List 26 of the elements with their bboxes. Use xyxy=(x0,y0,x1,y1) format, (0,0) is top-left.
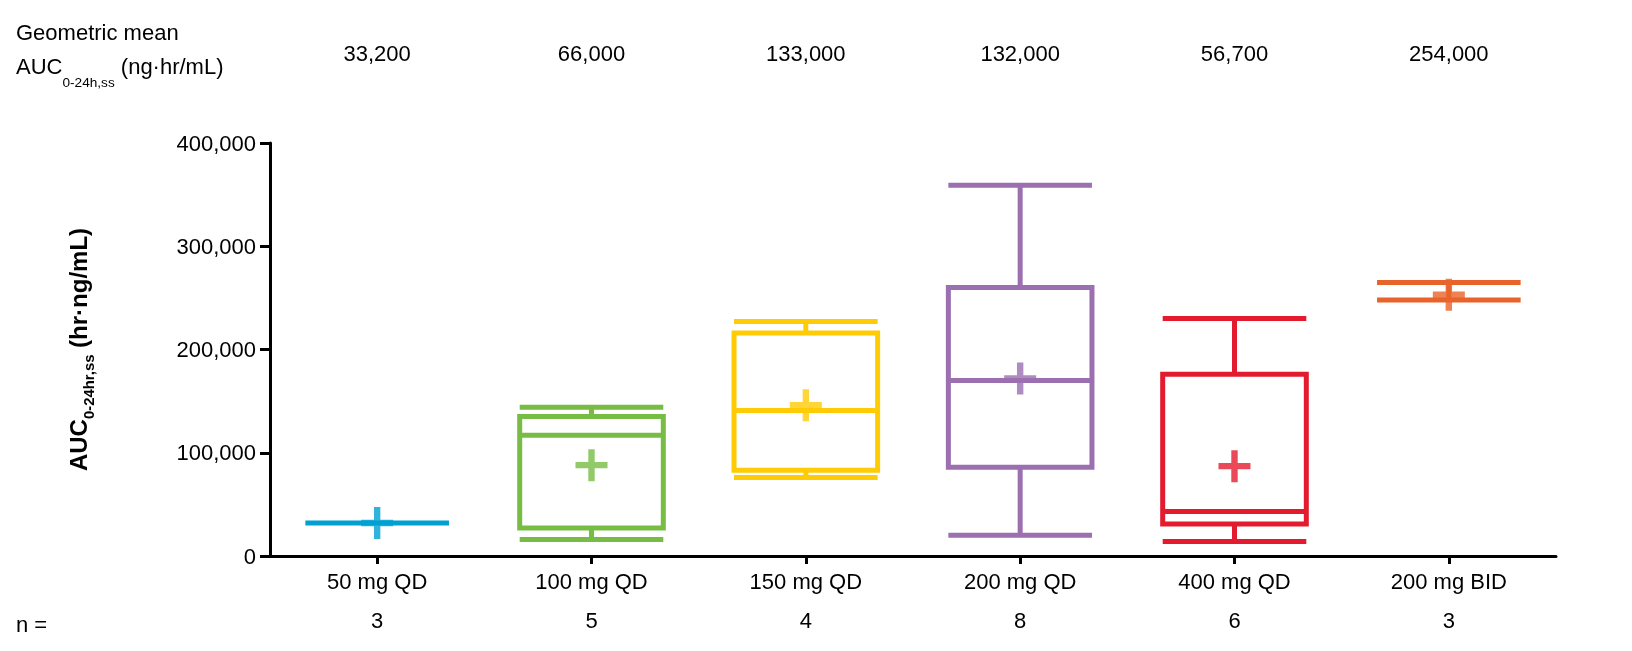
text: 8 xyxy=(1014,607,1027,633)
text: n = xyxy=(16,611,48,637)
text: Geometric mean AUC0-24h,ss (ng·hr/mL) xyxy=(16,19,224,90)
text: 3 xyxy=(371,607,384,633)
text: 66,000 xyxy=(557,40,626,66)
x-tick-label: 150 mg QD xyxy=(749,568,863,594)
text: 132,000 xyxy=(980,40,1060,66)
text: 5 xyxy=(585,607,598,633)
text: 33,200 xyxy=(343,40,411,66)
y-tick-label: 200,000 xyxy=(176,337,256,362)
y-tick-label: 400,000 xyxy=(176,130,256,156)
text: 6 xyxy=(1228,607,1241,633)
y-tick-label: 100,000 xyxy=(176,440,256,466)
y-tick-label: 0 xyxy=(243,543,256,569)
text: 254,000 xyxy=(1409,40,1489,66)
x-tick-label: 400 mg QD xyxy=(1178,568,1291,594)
x-tick-label: 200 mg BID xyxy=(1390,568,1507,594)
y-axis-title: AUC0-24hr,ss (hr·ng/mL) xyxy=(64,227,97,472)
x-tick-label: 50 mg QD xyxy=(327,568,428,594)
x-tick-label: 200 mg QD xyxy=(963,568,1077,594)
x-tick-label: 100 mg QD xyxy=(535,568,648,594)
text: 3 xyxy=(1442,607,1455,633)
y-tick-label: 300,000 xyxy=(176,233,256,259)
text: 133,000 xyxy=(766,40,846,66)
text: 56,700 xyxy=(1200,40,1269,66)
text: 4 xyxy=(799,607,812,633)
